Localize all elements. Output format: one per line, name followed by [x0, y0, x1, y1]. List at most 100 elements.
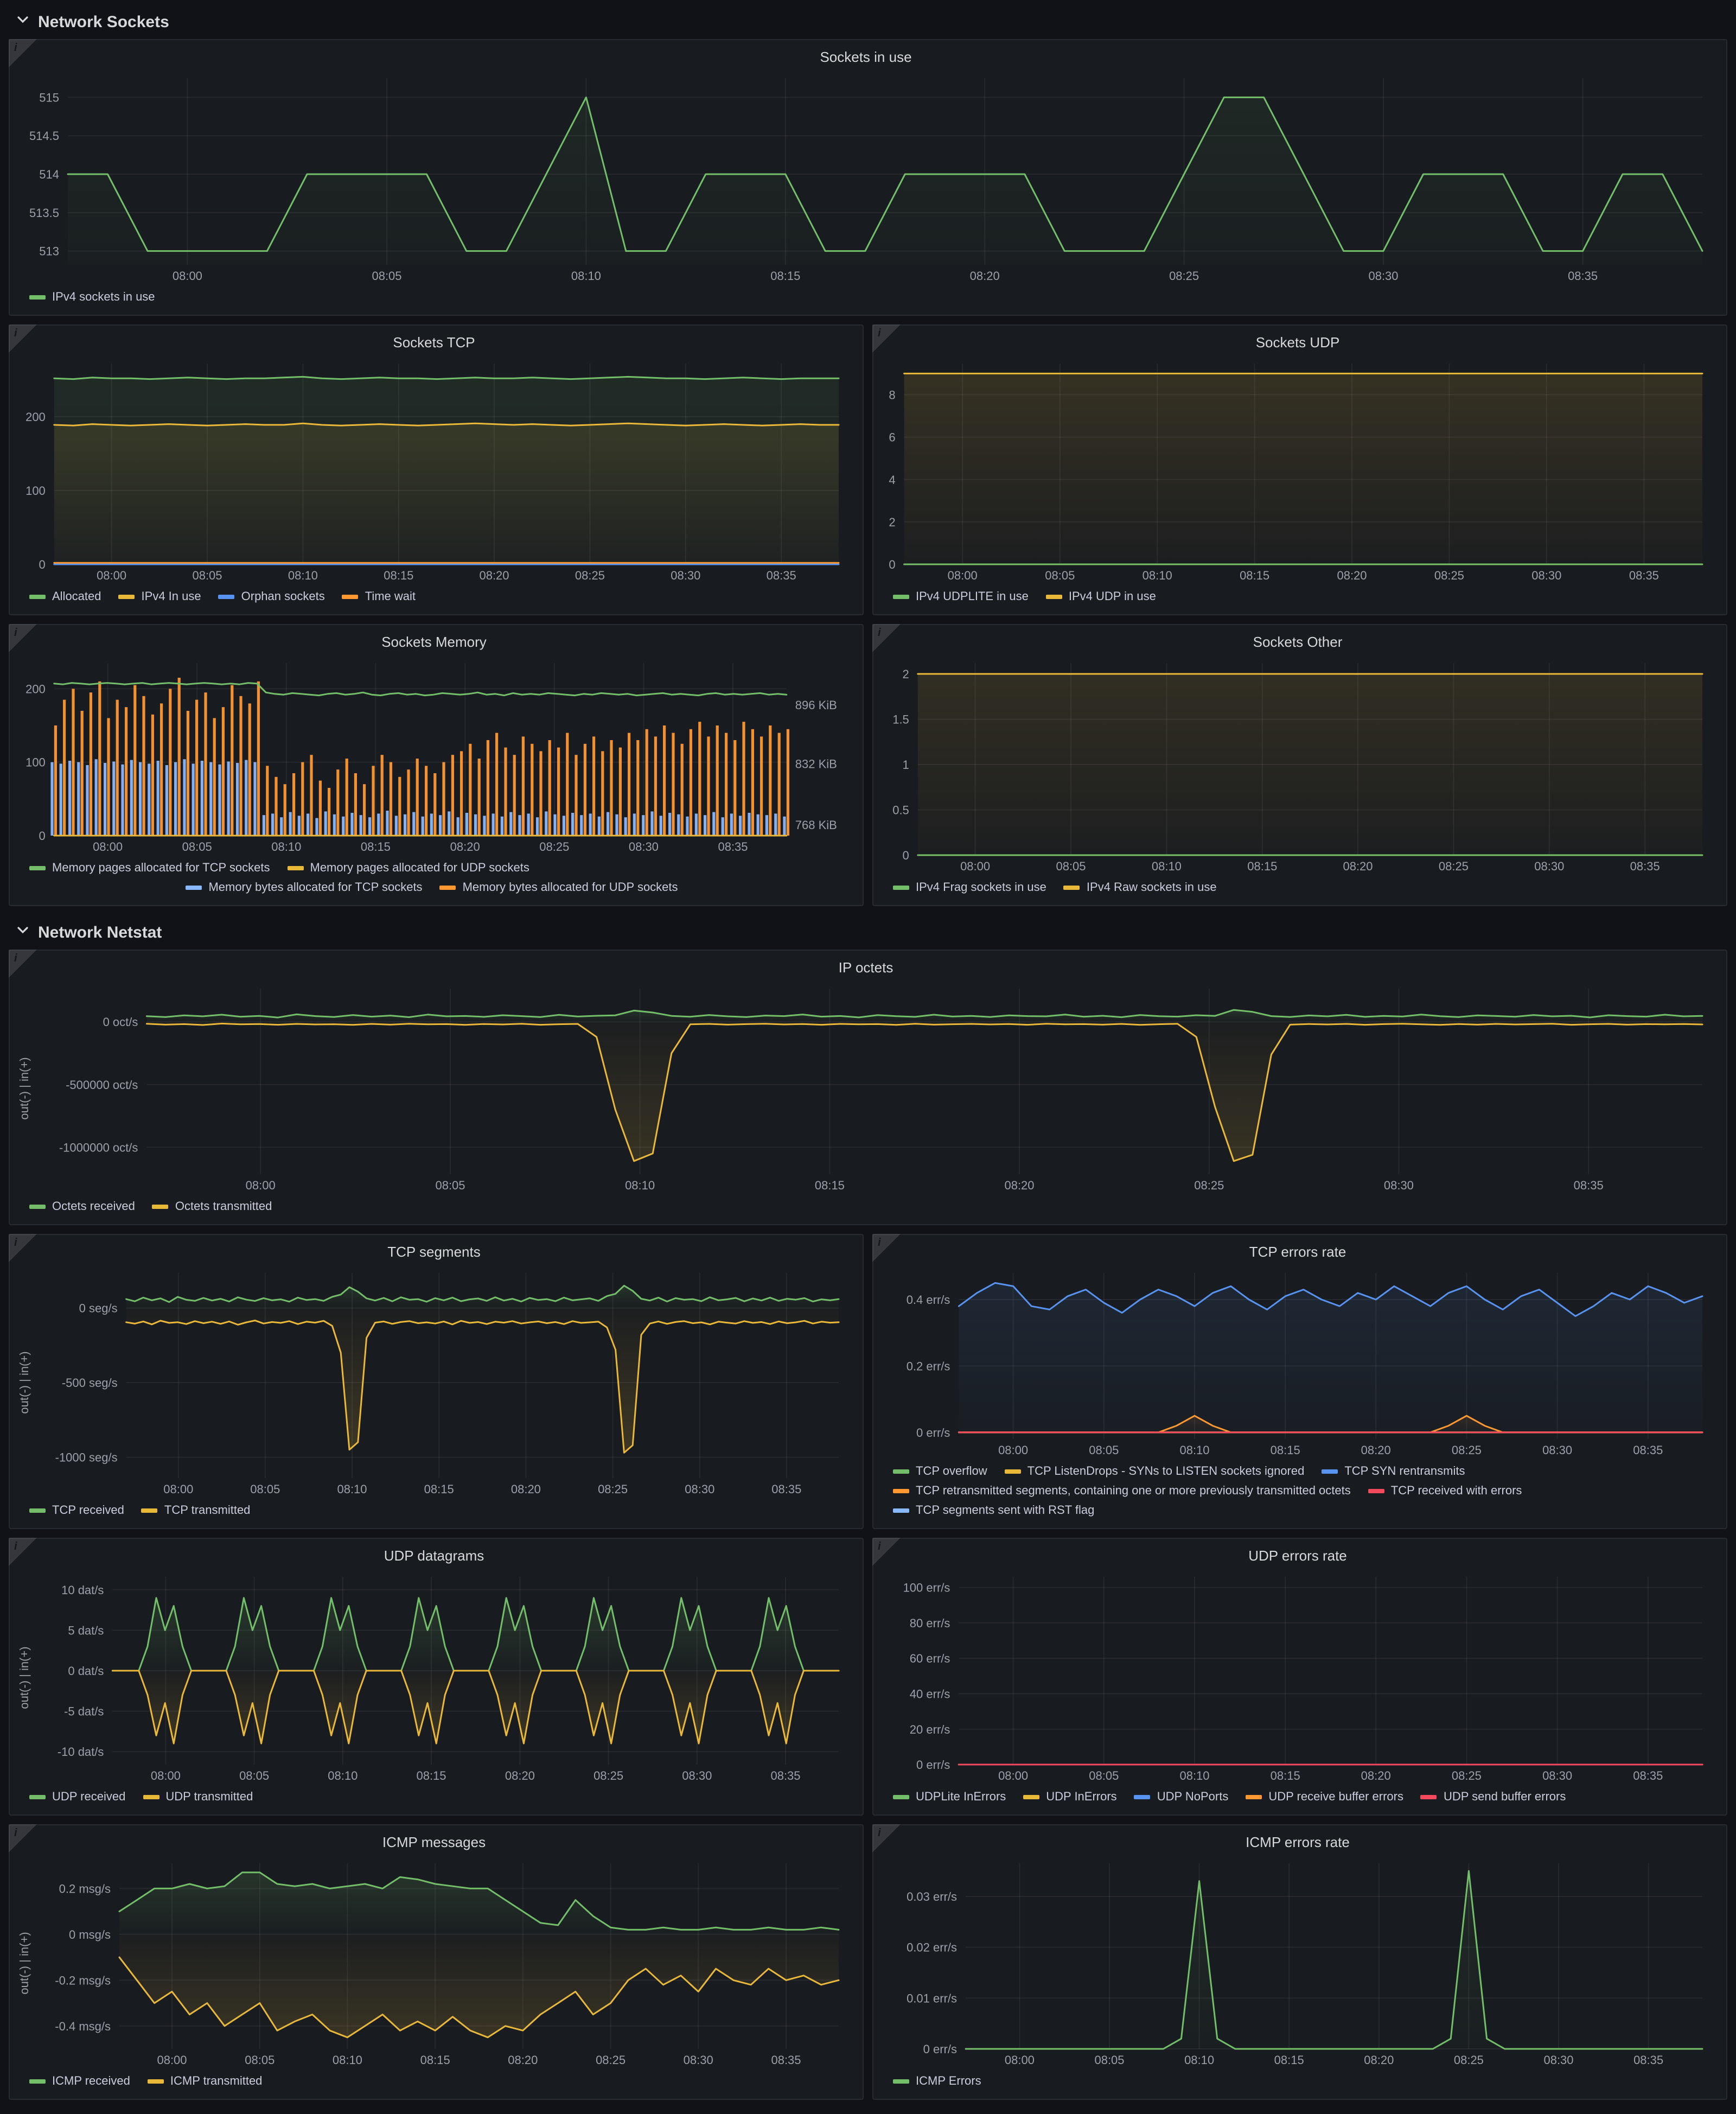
legend-item[interactable]: Orphan sockets: [218, 587, 325, 607]
legend-item[interactable]: Memory bytes allocated for UDP sockets: [439, 878, 678, 897]
legend-item[interactable]: UDP InErrors: [1023, 1787, 1117, 1807]
time-series-plot[interactable]: 08:00 08:05 08:10 08:15 08:20 08:25 08:30 08:35…: [880, 355, 1715, 586]
series-color-swatch: [186, 886, 202, 890]
panel-title[interactable]: Sockets UDP: [1255, 334, 1340, 351]
svg-text:08:30: 08:30: [1534, 859, 1564, 873]
panel-udp-datagrams: i UDP datagrams out(-) | in(+) 08:00 08:0…: [9, 1538, 864, 1816]
legend-item[interactable]: ICMP received: [29, 2072, 130, 2091]
legend-item[interactable]: Octets received: [29, 1197, 135, 1217]
legend-item[interactable]: ICMP transmitted: [147, 2072, 262, 2091]
legend-item[interactable]: UDP transmitted: [143, 1787, 253, 1807]
legend-item[interactable]: TCP transmitted: [141, 1501, 251, 1520]
svg-text:-0.2 msg/s: -0.2 msg/s: [55, 1973, 111, 1987]
series-name: TCP transmitted: [164, 1504, 251, 1517]
panel-title[interactable]: ICMP messages: [382, 1834, 486, 1850]
legend: Allocated IPv4 In use Orphan sockets Time w…: [16, 586, 852, 610]
panel-tcp-segments: i TCP segments out(-) | in(+) 08:00 08:05…: [9, 1234, 864, 1529]
legend-item[interactable]: IPv4 sockets in use: [29, 288, 155, 307]
time-series-plot[interactable]: 08:00 08:05 08:10 08:15 08:20 08:25 08:30 08:35…: [16, 69, 1715, 286]
legend-item[interactable]: IPv4 UDPLITE in use: [893, 587, 1029, 607]
legend-item[interactable]: TCP received with errors: [1368, 1481, 1522, 1501]
legend-item[interactable]: Time wait: [342, 587, 416, 607]
svg-text:i: i: [14, 627, 17, 639]
legend-item[interactable]: TCP ListenDrops - SYNs to LISTEN sockets…: [1004, 1462, 1304, 1481]
svg-text:i: i: [14, 42, 17, 54]
plot-wrap: 08:00 08:05 08:10 08:15 08:20 08:25 08:30 08:35…: [16, 654, 852, 857]
panel-title[interactable]: TCP errors rate: [1249, 1244, 1346, 1260]
dashboard-row: i UDP datagrams out(-) | in(+) 08:00 08:0…: [9, 1538, 1727, 1816]
time-series-plot[interactable]: 08:00 08:05 08:10 08:15 08:20 08:25 08:30 08:35…: [880, 1568, 1715, 1786]
legend-item[interactable]: ICMP Errors: [893, 2072, 981, 2091]
time-series-plot[interactable]: 08:00 08:05 08:10 08:15 08:20 08:25 08:30 08:35…: [16, 355, 852, 586]
svg-text:0.2 msg/s: 0.2 msg/s: [59, 1882, 111, 1895]
svg-text:100 err/s: 100 err/s: [903, 1581, 950, 1595]
svg-text:08:35: 08:35: [771, 1482, 801, 1496]
legend-item[interactable]: IPv4 In use: [118, 587, 201, 607]
series-name: TCP segments sent with RST flag: [916, 1504, 1095, 1517]
legend-item[interactable]: Octets transmitted: [152, 1197, 272, 1217]
panel-title[interactable]: UDP datagrams: [384, 1548, 484, 1564]
panel-title[interactable]: UDP errors rate: [1248, 1548, 1347, 1564]
plot-wrap: out(-) | in(+) 08:00 08:05 08:10 08:15 08:20…: [16, 1264, 852, 1500]
legend-item[interactable]: TCP overflow: [893, 1462, 987, 1481]
panel-title[interactable]: TCP segments: [387, 1244, 481, 1260]
series-color-swatch: [141, 1508, 158, 1513]
panel-title[interactable]: Sockets Other: [1253, 634, 1343, 650]
time-series-plot[interactable]: 08:00 08:05 08:10 08:15 08:20 08:25 08:30 08:35…: [880, 1264, 1715, 1461]
time-series-plot[interactable]: 08:00 08:05 08:10 08:15 08:20 08:25 08:30 08:35…: [880, 1855, 1715, 2071]
panel-info-icon[interactable]: i: [9, 950, 37, 978]
panel-title[interactable]: Sockets TCP: [393, 334, 475, 351]
legend-item[interactable]: UDP received: [29, 1787, 125, 1807]
svg-text:08:35: 08:35: [1630, 859, 1660, 873]
panel-info-icon[interactable]: i: [9, 1538, 37, 1566]
svg-text:08:25: 08:25: [1434, 569, 1464, 582]
time-series-plot[interactable]: 08:00 08:05 08:10 08:15 08:20 08:25 08:30 08:35…: [16, 654, 852, 857]
panel-info-icon[interactable]: i: [872, 1824, 901, 1852]
section-header-network-netstat[interactable]: Network Netstat: [0, 915, 1736, 950]
panel-info-icon[interactable]: i: [872, 324, 901, 353]
series-name: IPv4 UDP in use: [1068, 590, 1156, 603]
legend-item[interactable]: UDP send buffer errors: [1420, 1787, 1566, 1807]
legend-item[interactable]: UDP receive buffer errors: [1246, 1787, 1403, 1807]
panel-info-icon[interactable]: i: [9, 39, 37, 67]
panel-title[interactable]: ICMP errors rate: [1246, 1834, 1350, 1850]
panel-title[interactable]: IP octets: [838, 959, 893, 976]
svg-text:i: i: [878, 627, 881, 639]
legend-item[interactable]: Memory pages allocated for UDP sockets: [287, 858, 529, 878]
series-color-swatch: [29, 1508, 46, 1513]
panel-title[interactable]: Sockets in use: [820, 49, 912, 65]
legend-item[interactable]: IPv4 Frag sockets in use: [893, 878, 1046, 897]
svg-text:0 oct/s: 0 oct/s: [103, 1015, 138, 1029]
panel-info-icon[interactable]: i: [9, 624, 37, 652]
time-series-plot[interactable]: 08:00 08:05 08:10 08:15 08:20 08:25 08:30 08:35…: [34, 1568, 852, 1786]
time-series-plot[interactable]: 08:00 08:05 08:10 08:15 08:20 08:25 08:30 08:35…: [34, 1264, 852, 1500]
time-series-plot[interactable]: 08:00 08:05 08:10 08:15 08:20 08:25 08:30 08:35…: [880, 654, 1715, 877]
legend-item[interactable]: TCP retransmitted segments, containing o…: [893, 1481, 1351, 1501]
legend-item[interactable]: TCP segments sent with RST flag: [893, 1501, 1094, 1520]
legend-item[interactable]: UDP NoPorts: [1134, 1787, 1228, 1807]
legend-item[interactable]: TCP SYN rentransmits: [1322, 1462, 1465, 1481]
panel-info-icon[interactable]: i: [872, 1234, 901, 1262]
panel-info-icon[interactable]: i: [872, 1538, 901, 1566]
time-series-plot[interactable]: 08:00 08:05 08:10 08:15 08:20 08:25 08:30 08:35…: [34, 980, 1715, 1196]
svg-text:5 dat/s: 5 dat/s: [68, 1623, 104, 1637]
panel-info-icon[interactable]: i: [872, 624, 901, 652]
legend-item[interactable]: Memory bytes allocated for TCP sockets: [186, 878, 423, 897]
legend-item[interactable]: Memory pages allocated for TCP sockets: [29, 858, 270, 878]
legend-item[interactable]: Allocated: [29, 587, 101, 607]
legend-item[interactable]: UDPLite InErrors: [893, 1787, 1006, 1807]
panel-title[interactable]: Sockets Memory: [381, 634, 487, 650]
legend-item[interactable]: IPv4 UDP in use: [1045, 587, 1156, 607]
time-series-plot[interactable]: 08:00 08:05 08:10 08:15 08:20 08:25 08:30 08:35…: [34, 1855, 852, 2071]
series-name: Time wait: [365, 590, 416, 603]
section-header-network-sockets[interactable]: Network Sockets: [0, 4, 1736, 39]
panel-info-icon[interactable]: i: [9, 1234, 37, 1262]
legend-item[interactable]: IPv4 Raw sockets in use: [1063, 878, 1217, 897]
svg-text:08:10: 08:10: [1143, 569, 1172, 582]
svg-text:0.03 err/s: 0.03 err/s: [907, 1890, 957, 1903]
panel-info-icon[interactable]: i: [9, 324, 37, 353]
svg-text:0.02 err/s: 0.02 err/s: [907, 1941, 957, 1954]
panel-info-icon[interactable]: i: [9, 1824, 37, 1852]
svg-text:08:05: 08:05: [1056, 859, 1086, 873]
legend-item[interactable]: TCP received: [29, 1501, 124, 1520]
